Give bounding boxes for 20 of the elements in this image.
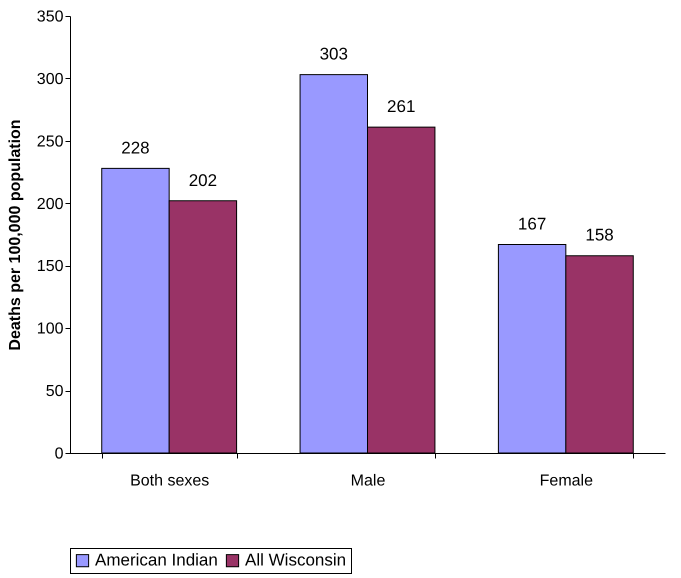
y-tick-label: 150	[36, 258, 64, 276]
y-tick-label: 50	[46, 383, 64, 400]
data-label: 228	[121, 138, 150, 158]
data-label: 303	[320, 44, 348, 64]
legend-label: All Wisconsin	[245, 550, 346, 570]
data-label: 261	[387, 97, 416, 116]
data-label: 167	[518, 214, 546, 234]
y-tick-label: 0	[54, 446, 64, 462]
data-label: 202	[188, 170, 218, 190]
y-axis-title: Deaths per 100,000 population	[6, 119, 24, 351]
x-tick-label: Both sexes	[130, 472, 210, 490]
y-tick-label: 200	[36, 196, 64, 213]
x-tick-label: Male	[350, 472, 386, 490]
data-label: 158	[585, 226, 614, 245]
y-tick-label: 300	[36, 70, 64, 88]
y-tick-label: 350	[36, 8, 64, 26]
x-tick-label: Female	[540, 472, 594, 490]
y-tick-label: 100	[36, 320, 64, 338]
legend-label: American Indian	[95, 550, 218, 570]
y-tick-label: 250	[36, 133, 64, 150]
